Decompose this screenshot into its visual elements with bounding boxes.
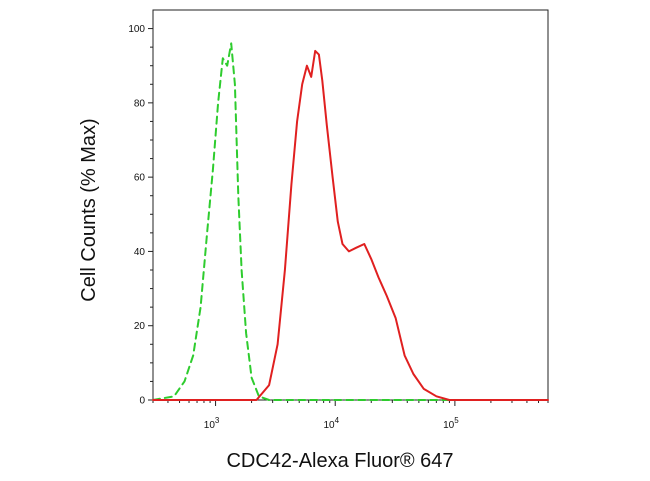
y-tick-label: 80 [134,98,146,109]
y-tick-label: 60 [134,173,146,184]
x-tick-label: 104 [323,416,339,431]
series-layer [152,42,549,401]
y-axis-label: Cell Counts (% Max) [78,118,100,301]
y-axis: 0 20 40 60 80 100 [128,24,153,407]
x-axis: 103 104 105 [152,400,549,431]
y-tick-label: 40 [134,247,146,258]
x-tick-label: 105 [443,416,459,431]
y-tick-label: 0 [139,396,145,407]
isotype-control-series [152,42,549,401]
y-tick-label: 100 [128,24,145,35]
x-tick-label: 103 [204,416,220,431]
y-tick-label: 20 [134,321,146,332]
cdc42-series [152,49,549,401]
plot-area [152,9,549,401]
plot-frame [152,9,549,401]
x-axis-label: CDC42-Alexa Fluor® 647 [226,450,453,472]
